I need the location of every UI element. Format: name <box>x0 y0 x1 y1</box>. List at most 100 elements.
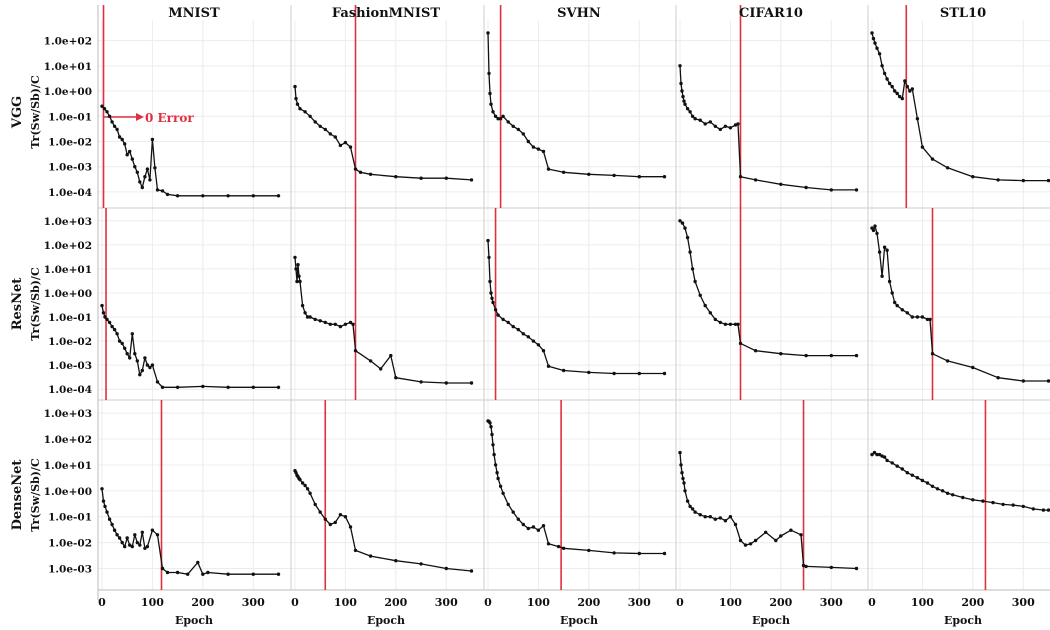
data-point <box>143 175 147 179</box>
data-point <box>971 365 975 370</box>
data-point <box>506 120 510 124</box>
data-point <box>343 140 348 145</box>
data-point <box>419 176 423 180</box>
y-tick-label: 1.0e+00 <box>44 486 92 498</box>
data-point <box>690 114 695 119</box>
axis-text: MNIST FashionMNIST SVHN CIFAR10 STL10 VG… <box>10 6 986 627</box>
data-point <box>120 341 124 346</box>
data-point <box>110 120 114 124</box>
data-point <box>683 102 687 106</box>
zero-error-annotation: 0 Error <box>145 111 194 125</box>
data-point <box>873 224 877 228</box>
data-point <box>981 499 985 503</box>
data-point <box>348 525 353 529</box>
data-point <box>498 117 503 121</box>
data-point <box>971 175 975 179</box>
data-point <box>226 572 230 576</box>
x-tick-label: 100 <box>141 596 164 609</box>
y-tick-label: 1.0e+01 <box>44 460 92 472</box>
data-point <box>531 145 536 149</box>
x-axis-label-fashionmnist: Epoch <box>367 614 405 627</box>
series-line <box>487 240 665 375</box>
data-point <box>469 178 474 182</box>
data-point <box>318 510 322 514</box>
data-point <box>779 534 783 538</box>
data-point <box>328 132 332 136</box>
data-point <box>498 484 503 488</box>
data-point <box>115 533 119 537</box>
data-point <box>300 303 305 308</box>
x-tick-label: 100 <box>527 596 550 609</box>
data-point <box>123 544 127 549</box>
data-point <box>186 572 190 576</box>
data-point <box>895 464 899 468</box>
data-point <box>394 175 398 179</box>
data-point <box>201 384 205 389</box>
data-point <box>140 368 144 373</box>
data-point <box>516 327 520 332</box>
data-point <box>101 311 106 315</box>
data-point <box>679 463 683 467</box>
data-point <box>882 455 887 459</box>
data-point <box>526 335 530 339</box>
y-tick-label: 1.0e+02 <box>44 434 92 446</box>
data-point <box>996 178 1000 182</box>
data-point <box>910 473 914 477</box>
data-point <box>125 536 129 540</box>
data-point <box>490 432 494 437</box>
data-point <box>115 127 119 132</box>
data-point <box>469 569 474 573</box>
data-point <box>905 311 909 315</box>
data-point <box>148 365 152 370</box>
x-tick-label: 200 <box>577 596 600 609</box>
data-point <box>736 122 740 126</box>
data-point <box>804 564 808 569</box>
data-point <box>128 356 132 360</box>
data-point <box>115 332 119 336</box>
column-title-cifar10: CIFAR10 <box>739 6 803 21</box>
data-point <box>516 517 520 521</box>
data-point <box>779 352 783 356</box>
y-tick-label: 1.0e-03 <box>48 162 92 174</box>
data-point <box>333 322 337 326</box>
x-tick-label: 200 <box>769 596 792 609</box>
data-point <box>112 124 117 128</box>
data-point <box>708 120 712 124</box>
data-point <box>338 324 343 329</box>
data-point <box>130 544 134 549</box>
data-point <box>138 180 142 184</box>
row-title-vgg: VGG <box>10 96 25 129</box>
data-point <box>871 36 876 41</box>
data-point <box>521 522 525 527</box>
data-point <box>120 540 124 545</box>
data-point <box>915 476 920 480</box>
data-point <box>877 52 882 56</box>
column-title-stl10: STL10 <box>940 6 986 21</box>
data-point <box>718 516 722 520</box>
data-point <box>681 94 685 99</box>
data-point <box>103 315 107 319</box>
data-point <box>870 452 874 457</box>
data-point <box>313 502 317 507</box>
data-point <box>276 194 281 198</box>
data-point <box>155 380 160 384</box>
data-point <box>698 513 702 517</box>
data-point <box>469 381 474 385</box>
data-point <box>100 487 104 491</box>
data-point <box>496 117 500 121</box>
data-point <box>682 99 686 103</box>
data-point <box>496 476 500 481</box>
y-tick-label: 1.0e-02 <box>48 136 92 148</box>
data-point <box>444 381 448 385</box>
data-point <box>493 308 498 312</box>
data-point <box>718 320 722 325</box>
data-point <box>526 139 530 144</box>
data-point <box>703 515 707 519</box>
data-point <box>940 489 945 493</box>
x-tick-label: 200 <box>191 596 214 609</box>
data-point <box>690 267 695 271</box>
data-point <box>561 170 566 174</box>
data-point <box>708 515 712 519</box>
data-point <box>753 538 758 543</box>
data-point <box>854 188 859 192</box>
